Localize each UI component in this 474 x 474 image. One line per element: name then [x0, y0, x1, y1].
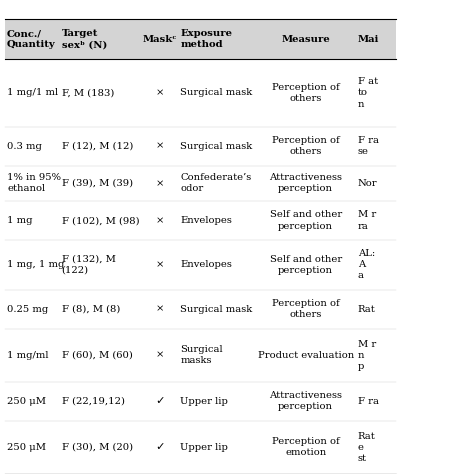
Text: F (8), M (8): F (8), M (8) [62, 305, 120, 314]
Text: Exposure
method: Exposure method [180, 29, 232, 49]
Text: AL:
A
a: AL: A a [358, 249, 375, 281]
Text: Nor: Nor [358, 179, 377, 188]
Text: Maskᶜ: Maskᶜ [143, 35, 177, 44]
Text: ×: × [156, 305, 164, 314]
Text: F (30), M (20): F (30), M (20) [62, 443, 133, 452]
Text: ✓: ✓ [155, 442, 165, 452]
Text: F (39), M (39): F (39), M (39) [62, 179, 133, 188]
Text: F ra: F ra [358, 397, 379, 406]
Text: Upper lip: Upper lip [180, 397, 228, 406]
Text: ×: × [156, 142, 164, 151]
Text: Surgical
masks: Surgical masks [180, 345, 223, 365]
Text: 1 mg: 1 mg [7, 216, 33, 225]
Text: F, M (183): F, M (183) [62, 89, 114, 98]
Text: 1 mg/1 ml: 1 mg/1 ml [7, 89, 58, 98]
Text: Target
sexᵇ (N): Target sexᵇ (N) [62, 29, 107, 49]
Text: F (132), M
(122): F (132), M (122) [62, 255, 116, 275]
Text: Envelopes: Envelopes [180, 260, 232, 269]
Text: ×: × [156, 179, 164, 188]
Text: F ra
se: F ra se [358, 136, 379, 156]
Text: F (60), M (60): F (60), M (60) [62, 351, 133, 360]
Text: 250 μM: 250 μM [7, 443, 46, 452]
Text: F (12), M (12): F (12), M (12) [62, 142, 133, 151]
Text: 1% in 95%
ethanol: 1% in 95% ethanol [7, 173, 61, 193]
Text: 0.3 mg: 0.3 mg [7, 142, 42, 151]
Text: F (22,19,12): F (22,19,12) [62, 397, 125, 406]
Text: Attractiveness
perception: Attractiveness perception [269, 173, 342, 193]
Text: ×: × [156, 260, 164, 269]
Text: Perception of
others: Perception of others [272, 136, 339, 156]
Text: F at
to
n: F at to n [358, 77, 378, 109]
Bar [5, 19, 396, 59]
Text: Surgical mask: Surgical mask [180, 89, 252, 98]
Text: Product evaluation: Product evaluation [257, 351, 354, 360]
Text: Upper lip: Upper lip [180, 443, 228, 452]
Text: Conc./
Quantity: Conc./ Quantity [7, 29, 56, 49]
Text: Confederate’s
odor: Confederate’s odor [180, 173, 251, 193]
Text: Measure: Measure [282, 35, 330, 44]
Text: ×: × [156, 89, 164, 98]
Text: Attractiveness
perception: Attractiveness perception [269, 391, 342, 411]
Text: Self and other
perception: Self and other perception [270, 255, 342, 275]
Text: Perception of
emotion: Perception of emotion [272, 438, 339, 457]
Text: 250 μM: 250 μM [7, 397, 46, 406]
Text: Rat: Rat [358, 305, 375, 314]
Text: Envelopes: Envelopes [180, 216, 232, 225]
Text: Mai: Mai [358, 35, 379, 44]
Text: 1 mg/ml: 1 mg/ml [7, 351, 49, 360]
Text: 0.25 mg: 0.25 mg [7, 305, 48, 314]
Text: Perception of
others: Perception of others [272, 83, 339, 103]
Text: M r
ra: M r ra [358, 210, 376, 230]
Text: Self and other
perception: Self and other perception [270, 210, 342, 230]
Text: ×: × [156, 351, 164, 360]
Text: 1 mg, 1 mg: 1 mg, 1 mg [7, 260, 64, 269]
Text: Surgical mask: Surgical mask [180, 305, 252, 314]
Text: F (102), M (98): F (102), M (98) [62, 216, 139, 225]
Text: ×: × [156, 216, 164, 225]
Text: Surgical mask: Surgical mask [180, 142, 252, 151]
Text: M r
n
p: M r n p [358, 340, 376, 371]
Text: Rat
e
st: Rat e st [358, 432, 375, 463]
Text: ✓: ✓ [155, 396, 165, 406]
Text: Perception of
others: Perception of others [272, 299, 339, 319]
